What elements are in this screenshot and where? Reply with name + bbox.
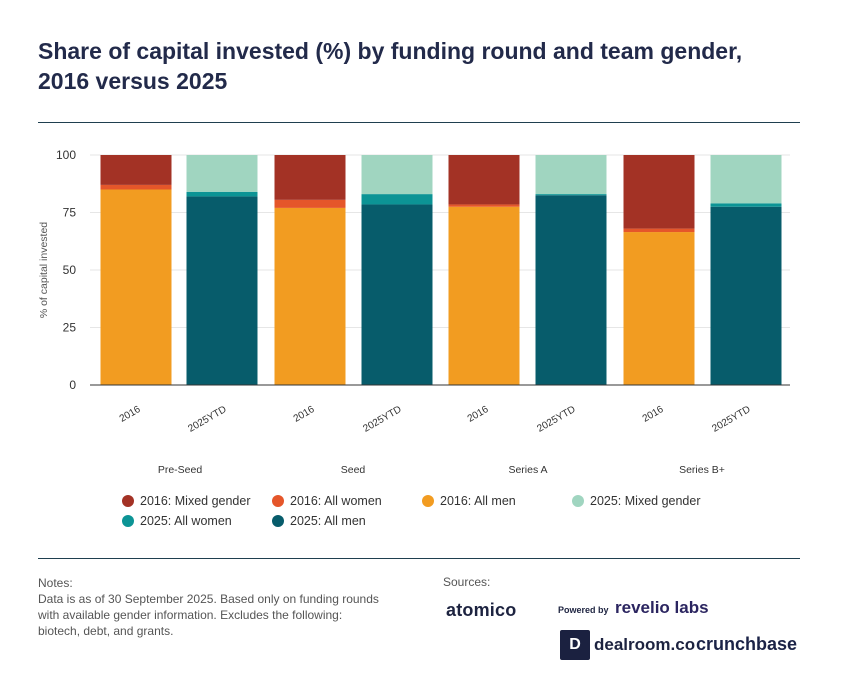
legend-item: 2025: All women [122,514,232,528]
legend-item: 2016: All men [422,494,516,508]
legend-swatch [122,495,134,507]
legend-label: 2016: All men [440,494,516,508]
bar-segment-all-men [535,195,607,385]
notes: Notes: Data is as of 30 September 2025. … [38,575,418,639]
x-tick-label: 2016 [118,404,143,425]
y-tick-label: 0 [69,378,76,392]
x-tick-label: 2025YTD [361,404,403,435]
legend-item: 2025: All men [272,514,366,528]
x-tick-label: 2016 [292,404,317,425]
x-tick-label: 2025YTD [710,404,752,435]
legend-label: 2016: All women [290,494,382,508]
legend-swatch [272,495,284,507]
bar-segment-all-women [535,194,607,196]
bar-segment-all-men [186,196,258,385]
bottom-divider [38,558,800,559]
bar-segment-mixed [100,155,172,185]
legend-item: 2016: Mixed gender [122,494,251,508]
group-label: Series A [508,464,547,476]
bar-segment-mixed [274,155,346,200]
y-tick-label: 100 [56,148,76,162]
notes-label: Notes: [38,576,73,590]
x-tick-label: 2025YTD [535,404,577,435]
bar-segment-all-men [710,206,782,385]
x-tick-label: 2025YTD [186,404,228,435]
bar-segment-all-men [361,204,433,385]
revelio-labs-logo: revelio labs [615,598,709,617]
legend-swatch [572,495,584,507]
group-label: Pre-Seed [158,464,203,476]
sources-label: Sources: [443,575,491,589]
bar-segment-all-men [448,206,520,385]
bar-segment-all-men [274,207,346,385]
bar-segment-all-women [100,184,172,190]
chart-title: Share of capital invested (%) by funding… [38,36,798,96]
legend-swatch [122,515,134,527]
bar-segment-mixed [361,155,433,195]
dealroom-logo: dealroom.co [594,635,696,654]
bar-segment-mixed [623,155,695,229]
top-divider [38,122,800,123]
legend-swatch [422,495,434,507]
bar-segment-all-women [448,204,520,207]
legend-label: 2016: Mixed gender [140,494,251,508]
atomico-logo: atomico [446,600,517,620]
chart-title-line2: 2016 versus 2025 [38,68,228,94]
y-tick-label: 75 [63,206,77,220]
legend-swatch [272,515,284,527]
bar-segment-all-women [274,199,346,208]
chart-title-line1: Share of capital invested (%) by funding… [38,38,743,64]
notes-line3: biotech, debt, and grants. [38,624,174,638]
bar-segment-mixed [448,155,520,205]
y-tick-label: 25 [63,321,77,335]
x-tick-label: 2016 [641,404,666,425]
legend-item: 2025: Mixed gender [572,494,701,508]
y-axis-label: % of capital invested [38,222,50,318]
legend-label: 2025: All men [290,514,366,528]
legend-label: 2025: All women [140,514,232,528]
powered-by-label: Powered by [558,605,609,615]
bar-segment-all-women [186,191,258,197]
legend-item: 2016: All women [272,494,382,508]
y-tick-label: 50 [63,263,77,277]
bar-segment-all-women [623,228,695,233]
crunchbase-logo: crunchbase [696,634,798,654]
bar-segment-all-men [100,189,172,385]
stacked-bar-chart: 0 25 50 75 100 % of capital invested 2016 2025Y… [38,148,790,476]
group-label: Seed [341,464,366,476]
x-tick-label: 2016 [466,404,491,425]
group-label: Series B+ [679,464,725,476]
bar-segment-all-women [361,194,433,205]
bar-segment-mixed [535,155,607,195]
legend-label: 2025: Mixed gender [590,494,701,508]
bar-segment-all-women [710,203,782,207]
notes-line1: Data is as of 30 September 2025. Based o… [38,592,379,606]
bar-segment-all-men [623,232,695,385]
bar-segment-mixed [186,155,258,192]
bar-segment-mixed [710,155,782,204]
dealroom-icon: D [560,630,590,660]
notes-line2: with available gender information. Exclu… [38,608,343,622]
